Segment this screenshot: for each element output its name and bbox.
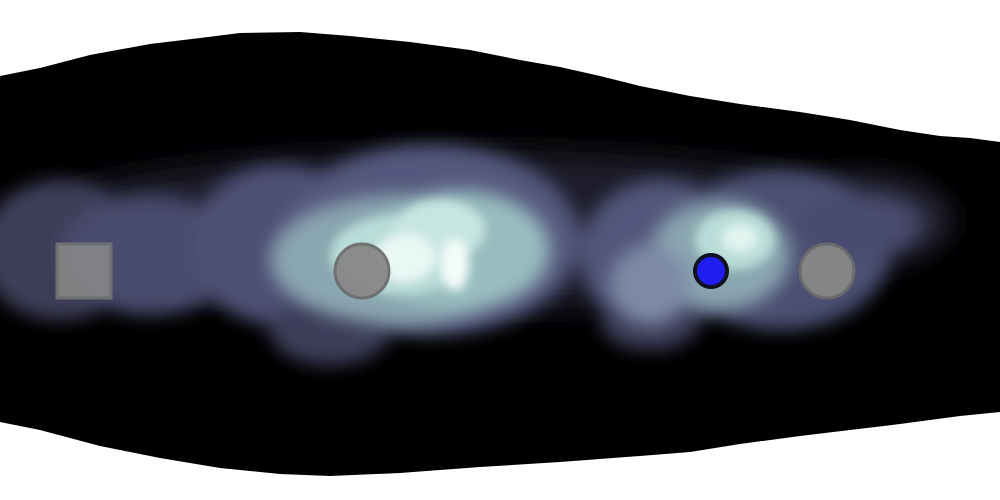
start-marker — [55, 242, 113, 300]
checkpoint-marker — [333, 242, 391, 300]
agent-marker — [693, 253, 729, 289]
goal-marker — [798, 242, 856, 300]
marker-layer — [55, 242, 856, 300]
